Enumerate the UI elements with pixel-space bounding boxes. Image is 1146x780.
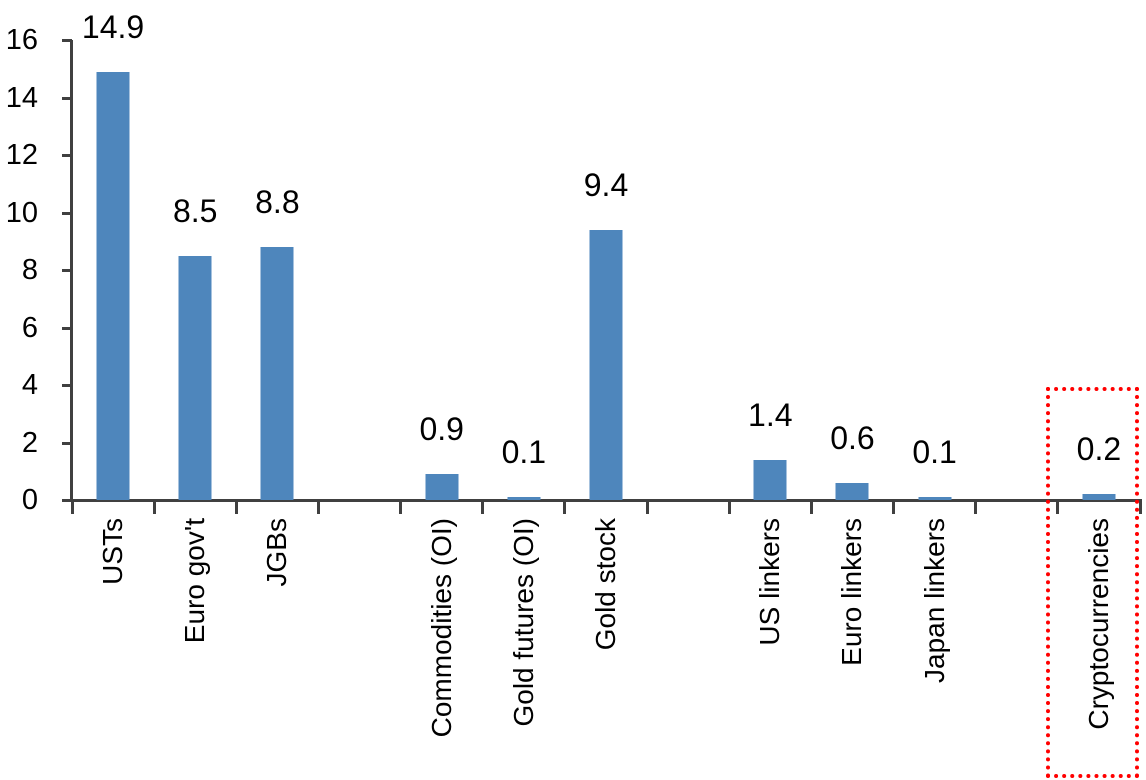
x-tick bbox=[152, 500, 156, 514]
slot-empty bbox=[647, 40, 729, 500]
value-label-commodities-oi: 0.9 bbox=[419, 411, 464, 448]
bar-japan-linkers bbox=[918, 497, 952, 500]
bar-gold-futures-oi bbox=[507, 497, 541, 500]
y-tick-label-14: 14 bbox=[5, 81, 38, 114]
y-tick-label-10: 10 bbox=[5, 196, 38, 229]
y-tick bbox=[62, 211, 72, 215]
bar-euro-gov-t bbox=[178, 255, 212, 500]
value-label-us-linkers: 1.4 bbox=[748, 396, 793, 433]
y-tick bbox=[62, 39, 72, 42]
slot-gold-futures-oi: 0.1 bbox=[483, 40, 565, 500]
y-tick bbox=[62, 269, 72, 272]
category-label-us-linkers: US linkers bbox=[754, 518, 786, 646]
x-tick bbox=[727, 500, 731, 514]
bar-commodities-oi bbox=[425, 474, 459, 500]
x-tick bbox=[974, 500, 978, 514]
category-label-euro-linkers: Euro linkers bbox=[836, 518, 868, 666]
slot-gold-stock: 9.4 bbox=[565, 40, 647, 500]
y-tick-label-16: 16 bbox=[5, 24, 38, 56]
bar-us-linkers bbox=[753, 459, 787, 500]
x-tick bbox=[809, 500, 813, 514]
slot-commodities-oi: 0.9 bbox=[401, 40, 483, 500]
bar-cryptocurrencies bbox=[1082, 494, 1116, 500]
value-label-euro-gov-t: 8.5 bbox=[172, 192, 218, 229]
x-tick bbox=[316, 500, 320, 514]
value-label-gold-futures-oi: 0.1 bbox=[501, 434, 547, 471]
slot-jgbs: 8.8 bbox=[236, 40, 318, 500]
y-tick bbox=[62, 384, 72, 387]
slot-japan-linkers: 0.1 bbox=[894, 40, 976, 500]
y-tick-label-4: 4 bbox=[21, 369, 38, 401]
value-label-japan-linkers: 0.1 bbox=[912, 434, 957, 471]
category-label-jgbs: JGBs bbox=[261, 518, 293, 587]
category-label-euro-gov-t: Euro gov't bbox=[179, 518, 211, 644]
x-tick bbox=[1056, 500, 1060, 514]
value-label-cryptocurrencies: 0.2 bbox=[1076, 431, 1122, 468]
y-tick bbox=[62, 326, 72, 330]
x-tick bbox=[892, 500, 896, 514]
y-tick-label-2: 2 bbox=[21, 426, 38, 459]
value-label-euro-linkers: 0.6 bbox=[830, 419, 875, 456]
bar-usts bbox=[96, 71, 130, 500]
y-tick-label-12: 12 bbox=[5, 139, 38, 171]
bar-gold-stock bbox=[589, 229, 623, 500]
slot-cryptocurrencies: 0.2 bbox=[1058, 40, 1140, 500]
category-label-gold-stock: Gold stock bbox=[590, 518, 621, 651]
category-label-japan-linkers: Japan linkers bbox=[918, 518, 950, 683]
value-label-usts: 14.9 bbox=[81, 8, 145, 45]
slot-us-linkers: 1.4 bbox=[729, 40, 811, 500]
x-tick bbox=[645, 500, 649, 514]
slot-euro-linkers: 0.6 bbox=[811, 40, 893, 500]
value-label-jgbs: 8.8 bbox=[255, 184, 300, 220]
y-tick-label-6: 6 bbox=[21, 311, 38, 344]
y-tick-label-8: 8 bbox=[21, 254, 38, 286]
value-label-gold-stock: 9.4 bbox=[583, 166, 629, 203]
x-tick bbox=[1138, 500, 1142, 514]
x-axis-line bbox=[70, 499, 1142, 502]
x-tick bbox=[70, 500, 74, 514]
y-tick bbox=[62, 96, 72, 100]
y-tick bbox=[62, 154, 72, 157]
x-tick bbox=[234, 500, 238, 514]
category-label-cryptocurrencies: Cryptocurrencies bbox=[1082, 518, 1114, 730]
category-label-usts: USTs bbox=[97, 518, 129, 585]
category-label-commodities-oi: Commodities (OI) bbox=[425, 518, 457, 738]
y-tick-label-0: 0 bbox=[21, 484, 38, 516]
bar-euro-linkers bbox=[835, 482, 869, 500]
y-tick bbox=[62, 441, 72, 445]
bar-jgbs bbox=[260, 247, 294, 500]
x-tick bbox=[481, 500, 485, 514]
x-tick bbox=[399, 500, 403, 514]
slot-euro-gov-t: 8.5 bbox=[154, 40, 236, 500]
slot-empty bbox=[318, 40, 400, 500]
x-tick bbox=[563, 500, 567, 514]
category-label-gold-futures-oi: Gold futures (OI) bbox=[507, 518, 539, 727]
slot-usts: 14.9 bbox=[72, 10, 154, 500]
highlight-box bbox=[1046, 387, 1139, 778]
y-tick bbox=[62, 499, 72, 502]
